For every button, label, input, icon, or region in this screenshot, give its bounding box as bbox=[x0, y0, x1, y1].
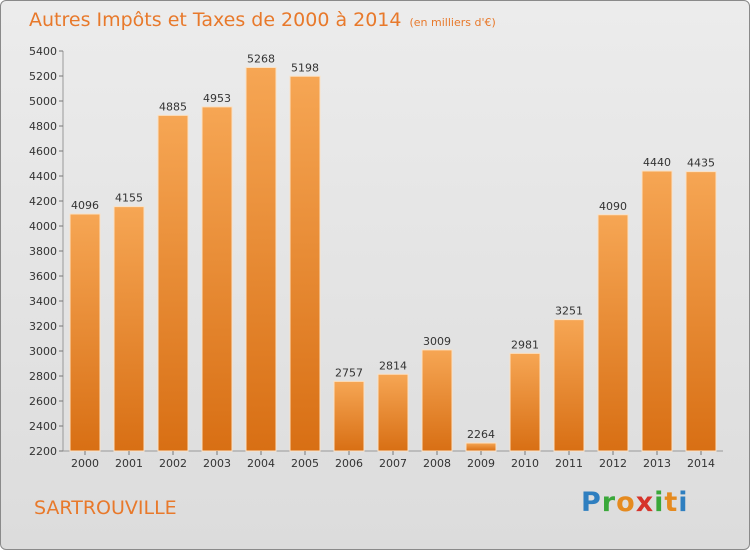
bar bbox=[201, 106, 233, 452]
y-tick-label: 5400 bbox=[29, 45, 57, 58]
data-label: 4155 bbox=[115, 192, 143, 205]
data-label: 4090 bbox=[599, 200, 627, 213]
logo-letter: o bbox=[616, 487, 636, 518]
y-tick-label: 4400 bbox=[29, 170, 57, 183]
x-tick-label: 2007 bbox=[379, 457, 407, 470]
logo-letter: r bbox=[601, 487, 617, 518]
data-label: 4096 bbox=[71, 199, 99, 212]
x-tick-label: 2005 bbox=[291, 457, 319, 470]
unit-label: (en milliers d'€) bbox=[409, 16, 496, 29]
y-tick-label: 4000 bbox=[29, 220, 57, 233]
x-tick-label: 2003 bbox=[203, 457, 231, 470]
chart-title: Autres Impôts et Taxes de 2000 à 2014 (en… bbox=[29, 9, 496, 31]
data-label: 4953 bbox=[203, 92, 231, 105]
bar bbox=[465, 442, 497, 452]
x-tick-label: 2002 bbox=[159, 457, 187, 470]
data-label: 2757 bbox=[335, 366, 363, 379]
data-label: 4435 bbox=[687, 157, 715, 170]
y-tick-label: 5200 bbox=[29, 70, 57, 83]
x-tick-label: 2000 bbox=[71, 457, 99, 470]
y-tick-label: 3800 bbox=[29, 245, 57, 258]
city-name: SARTROUVILLE bbox=[34, 497, 177, 519]
bar bbox=[113, 206, 145, 452]
logo-letter: x bbox=[635, 487, 655, 518]
y-tick-label: 4800 bbox=[29, 120, 57, 133]
bar bbox=[333, 380, 365, 452]
data-label: 2814 bbox=[379, 359, 407, 372]
logo-letter: i bbox=[678, 487, 689, 518]
x-tick-label: 2011 bbox=[555, 457, 583, 470]
x-tick-label: 2006 bbox=[335, 457, 363, 470]
y-tick-label: 4600 bbox=[29, 145, 57, 158]
y-tick-label: 2800 bbox=[29, 370, 57, 383]
bar bbox=[597, 214, 629, 452]
y-tick-label: 3400 bbox=[29, 295, 57, 308]
logo-letter: i bbox=[654, 487, 665, 518]
data-label: 2264 bbox=[467, 428, 495, 441]
x-tick-label: 2001 bbox=[115, 457, 143, 470]
y-tick-label: 2600 bbox=[29, 395, 57, 408]
bar bbox=[377, 373, 409, 452]
data-label: 3009 bbox=[423, 335, 451, 348]
bar bbox=[157, 114, 189, 452]
title-text: Autres Impôts et Taxes de 2000 à 2014 bbox=[29, 9, 402, 31]
bar bbox=[641, 170, 673, 452]
data-label: 5268 bbox=[247, 53, 275, 66]
bar bbox=[69, 213, 101, 452]
x-tick-label: 2014 bbox=[687, 457, 715, 470]
x-tick-label: 2004 bbox=[247, 457, 275, 470]
bar bbox=[553, 319, 585, 452]
x-tick-label: 2009 bbox=[467, 457, 495, 470]
x-tick-label: 2013 bbox=[643, 457, 671, 470]
y-tick-label: 5000 bbox=[29, 95, 57, 108]
data-label: 5198 bbox=[291, 61, 319, 74]
x-tick-label: 2010 bbox=[511, 457, 539, 470]
data-label: 2981 bbox=[511, 338, 539, 351]
data-label: 3251 bbox=[555, 305, 583, 318]
bar bbox=[289, 75, 321, 452]
data-label: 4440 bbox=[643, 156, 671, 169]
logo-letter: P bbox=[581, 487, 602, 518]
y-tick-label: 4200 bbox=[29, 195, 57, 208]
bar bbox=[245, 67, 277, 452]
y-tick-label: 3200 bbox=[29, 320, 57, 333]
y-tick-label: 2400 bbox=[29, 420, 57, 433]
proxiti-logo: Proxiti bbox=[581, 487, 689, 518]
bar bbox=[509, 352, 541, 452]
y-tick-label: 2200 bbox=[29, 445, 57, 458]
data-label: 4885 bbox=[159, 100, 187, 113]
bar bbox=[685, 171, 717, 452]
logo-letter: t bbox=[664, 487, 679, 518]
bar bbox=[421, 349, 453, 452]
y-tick-label: 3000 bbox=[29, 345, 57, 358]
y-tick-label: 3600 bbox=[29, 270, 57, 283]
x-tick-label: 2008 bbox=[423, 457, 451, 470]
x-tick-label: 2012 bbox=[599, 457, 627, 470]
